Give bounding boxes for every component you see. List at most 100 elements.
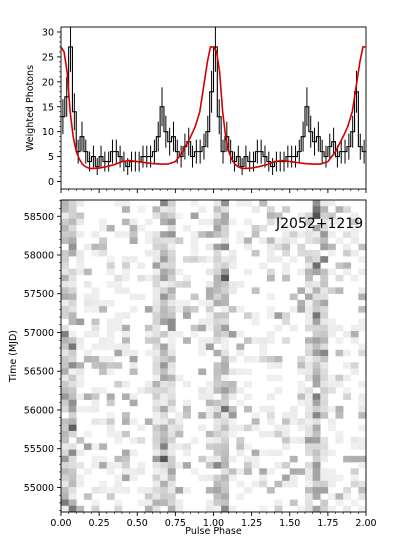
heatmap-cell (83, 443, 92, 450)
heatmap-cell (312, 287, 321, 294)
heatmap-cell (213, 256, 222, 263)
heatmap-cell (99, 462, 108, 469)
heatmap-cell (251, 318, 260, 326)
heatmap-cell (228, 249, 237, 257)
heatmap-cell (160, 237, 169, 244)
heatmap-cell (167, 324, 176, 332)
heatmap-cell (305, 487, 313, 494)
heatmap-cell (335, 218, 344, 226)
heatmap-cell (305, 268, 313, 276)
heatmap-cell (122, 206, 130, 213)
heatmap-cell (61, 343, 69, 351)
heatmap-cell (61, 487, 69, 494)
heatmap-cell (205, 299, 214, 307)
heatmap-cell (305, 505, 313, 513)
heatmap-cell (160, 318, 169, 326)
heatmap-cell (68, 287, 77, 294)
heatmap-cell (312, 462, 321, 469)
heatmap-cell (343, 505, 352, 513)
heatmap-cell (152, 343, 161, 351)
heatmap-cell (167, 356, 176, 363)
heatmap-cell (297, 399, 306, 407)
heatmap-cell (343, 487, 352, 494)
heatmap-cell (358, 443, 367, 450)
heatmap-cell (221, 256, 230, 263)
heatmap-cell (160, 443, 169, 450)
heatmap-cell (68, 499, 77, 507)
heatmap-cell (297, 387, 306, 394)
heatmap-cell (305, 274, 313, 282)
heatmap-cell (266, 362, 275, 369)
heatmap-cell (167, 256, 176, 263)
heatmap-cell (91, 324, 100, 332)
heatmap-cell (91, 405, 100, 413)
heatmap-cell (122, 474, 130, 482)
heatmap-cell (358, 243, 367, 251)
heatmap-cell (312, 443, 321, 450)
heatmap-cell (350, 224, 359, 232)
heatmap-cell (213, 274, 222, 282)
heatmap-cell (236, 480, 245, 488)
heatmap-cell (99, 243, 108, 251)
heatmap-cell (350, 362, 359, 369)
heatmap-cell (320, 256, 329, 263)
heatmap-cell (244, 337, 252, 344)
heatmap-cell (213, 268, 222, 276)
heatmap-cell (251, 224, 260, 232)
heatmap-cell (167, 405, 176, 413)
heatmap-cell (228, 262, 237, 269)
heatmap-cell (320, 412, 329, 419)
heatmap-cell (213, 493, 222, 500)
heatmap-cell (152, 243, 161, 251)
heatmap-cell (305, 343, 313, 351)
heatmap-cell (305, 449, 313, 457)
heatmap-cell (335, 430, 344, 438)
heatmap-cell (76, 380, 85, 388)
heatmap-cell (358, 306, 367, 313)
heatmap-cell (305, 324, 313, 332)
heatmap-cell (144, 249, 153, 257)
heatmap-cell (114, 480, 123, 488)
heatmap-cell (144, 306, 153, 313)
heatmap-cell (289, 306, 298, 313)
heatmap-cell (305, 374, 313, 382)
y-tick-label: 58500 (24, 212, 54, 223)
heatmap-cell (213, 499, 222, 507)
heatmap-cell (61, 505, 69, 513)
heatmap-cell (167, 474, 176, 482)
heatmap-cell (305, 418, 313, 425)
heatmap-cell (137, 293, 146, 301)
heatmap-cell (358, 393, 367, 400)
heatmap-cell (320, 318, 329, 326)
heatmap-cell (68, 455, 77, 463)
heatmap-cell (213, 455, 222, 463)
heatmap-cell (228, 455, 237, 463)
heatmap-cell (129, 237, 138, 244)
heatmap-cell (152, 437, 161, 444)
heatmap-cell (213, 380, 222, 388)
heatmap-cell (160, 418, 169, 425)
heatmap-cell (335, 206, 344, 213)
heatmap-cell (305, 249, 313, 257)
heatmap-cell (144, 337, 153, 344)
heatmap-cell (68, 268, 77, 276)
y-tick-label: 5 (48, 152, 54, 163)
heatmap-cell (221, 399, 230, 407)
heatmap-cell (198, 387, 207, 394)
heatmap-cell (350, 474, 359, 482)
heatmap-cell (205, 231, 214, 238)
heatmap-cell (205, 499, 214, 507)
heatmap-cell (68, 405, 77, 413)
heatmap-cell (144, 331, 153, 338)
heatmap-cell (312, 331, 321, 338)
heatmap-cell (221, 430, 230, 438)
heatmap-cell (343, 393, 352, 400)
heatmap-cell (221, 206, 230, 213)
heatmap-cell (289, 418, 298, 425)
heatmap-cell (259, 356, 268, 363)
heatmap-cell (198, 337, 207, 344)
heatmap-cell (343, 387, 352, 394)
heatmap-cell (61, 430, 69, 438)
heatmap-cell (167, 430, 176, 438)
heatmap-cell (160, 249, 169, 257)
